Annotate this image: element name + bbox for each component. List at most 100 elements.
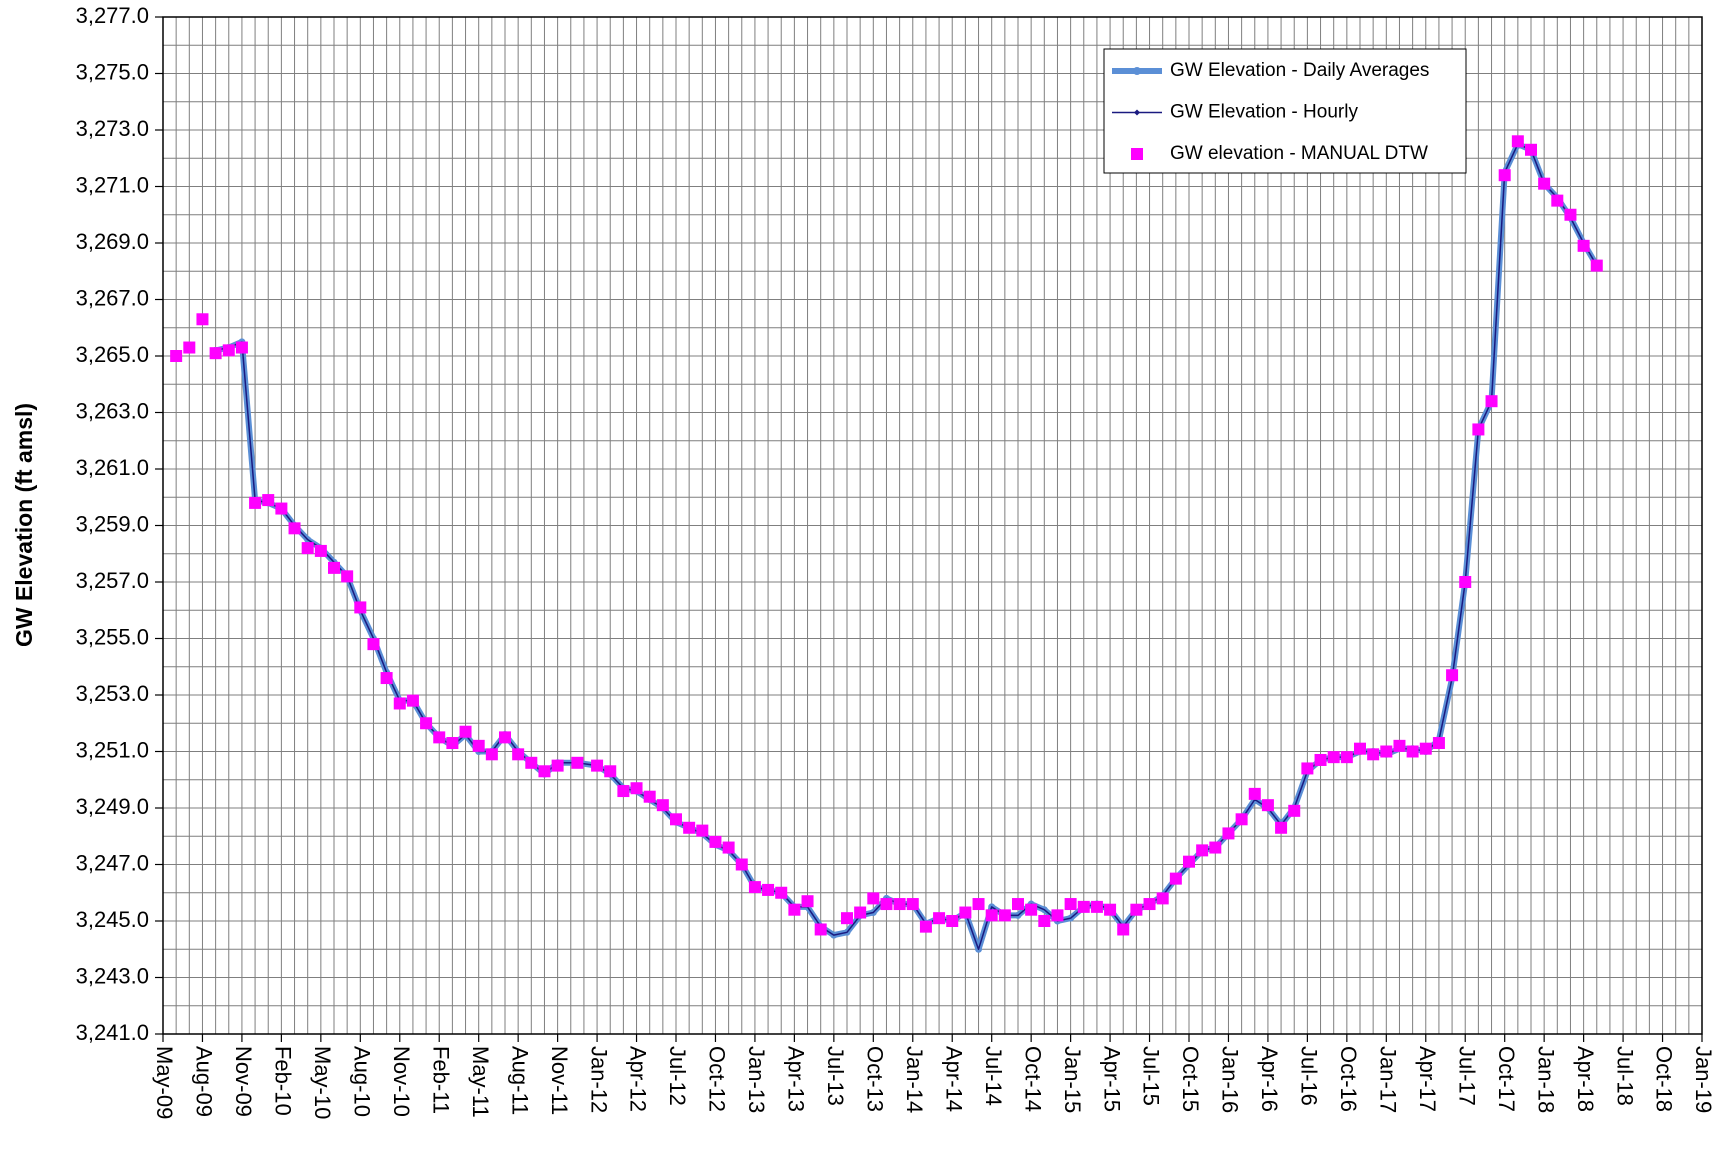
y-tick-label: 3,269.0	[76, 229, 149, 254]
y-tick-label: 3,263.0	[76, 398, 149, 423]
marker	[893, 898, 906, 911]
marker	[341, 570, 354, 583]
y-tick-label: 3,271.0	[76, 172, 149, 197]
marker	[1393, 739, 1406, 752]
x-tick-label: Apr-15	[1099, 1046, 1124, 1112]
marker	[1235, 813, 1248, 826]
marker	[1248, 787, 1261, 800]
x-tick-label: Feb-10	[271, 1046, 296, 1116]
marker	[499, 731, 511, 744]
marker	[314, 544, 327, 557]
marker	[788, 903, 801, 916]
y-tick-label: 3,247.0	[76, 850, 149, 875]
x-tick-label: Jul-15	[1139, 1046, 1164, 1106]
marker	[328, 561, 340, 574]
y-tick-label: 3,267.0	[76, 285, 149, 310]
marker	[1577, 239, 1590, 252]
marker	[656, 799, 669, 812]
marker	[1314, 753, 1327, 766]
x-tick-label: Aug-09	[192, 1046, 217, 1117]
x-tick-label: Jan-16	[1218, 1046, 1243, 1113]
x-tick-label: Jul-14	[981, 1046, 1006, 1106]
marker	[406, 694, 419, 707]
marker	[1134, 109, 1140, 116]
x-tick-label: Jan-19	[1691, 1046, 1716, 1113]
y-tick-label: 3,277.0	[76, 3, 149, 28]
marker	[1472, 423, 1485, 436]
marker	[485, 748, 498, 761]
marker	[1419, 742, 1432, 755]
marker	[801, 895, 814, 908]
y-tick-label: 3,243.0	[76, 963, 149, 988]
marker	[696, 824, 709, 837]
x-tick-label: Aug-10	[349, 1046, 374, 1117]
x-tick-label: Jul-13	[823, 1046, 848, 1106]
marker	[1446, 669, 1459, 682]
x-tick-label: Oct-14	[1020, 1046, 1045, 1112]
marker	[919, 920, 932, 933]
marker	[1156, 892, 1169, 905]
marker	[1511, 135, 1524, 148]
marker	[1143, 898, 1156, 911]
legend-item: GW Elevation - Daily Averages	[1112, 60, 1429, 81]
x-tick-label: Nov-11	[547, 1046, 572, 1115]
marker	[1327, 751, 1340, 764]
marker	[972, 898, 985, 911]
legend-item: GW Elevation - Hourly	[1112, 102, 1358, 123]
marker	[1196, 844, 1209, 857]
marker	[683, 821, 696, 834]
x-tick-label: Jul-18	[1612, 1046, 1637, 1106]
marker	[1104, 903, 1117, 916]
x-tick-label: May-09	[152, 1046, 177, 1119]
x-tick-label: Jan-14	[902, 1046, 927, 1113]
marker	[235, 341, 248, 354]
marker	[275, 502, 288, 515]
marker	[288, 522, 301, 535]
x-tick-label: Apr-18	[1573, 1046, 1598, 1112]
marker	[472, 739, 485, 752]
marker	[538, 765, 551, 778]
x-tick-label: Apr-17	[1415, 1046, 1440, 1112]
marker	[1025, 903, 1038, 916]
y-tick-label: 3,253.0	[76, 681, 149, 706]
marker	[1485, 395, 1498, 408]
legend-label: GW Elevation - Daily Averages	[1170, 60, 1429, 81]
y-tick-label: 3,245.0	[76, 907, 149, 932]
marker	[906, 898, 919, 911]
marker	[1590, 259, 1603, 272]
y-tick-label: 3,259.0	[76, 511, 149, 536]
marker	[1275, 821, 1288, 834]
legend-box	[1103, 48, 1467, 174]
x-tick-label: Oct-12	[705, 1046, 730, 1112]
x-tick-label: Apr-14	[941, 1046, 966, 1112]
marker	[617, 785, 630, 798]
x-tick-label: Oct-16	[1336, 1046, 1361, 1112]
marker	[1209, 841, 1222, 854]
marker	[1354, 742, 1366, 755]
x-tick-label: Apr-12	[626, 1046, 651, 1112]
marker	[709, 835, 722, 848]
y-axis-title: GW Elevation (ft amsl)	[11, 403, 37, 647]
marker	[1169, 872, 1182, 885]
marker	[1432, 737, 1445, 750]
marker	[183, 341, 196, 354]
marker	[1117, 923, 1130, 936]
y-tick-label: 3,257.0	[76, 568, 149, 593]
marker	[1090, 900, 1103, 913]
marker	[1538, 177, 1551, 190]
y-tick-label: 3,255.0	[76, 624, 149, 649]
marker	[433, 731, 446, 744]
x-tick-label: May-10	[310, 1046, 335, 1119]
marker	[420, 717, 433, 730]
marker	[1525, 143, 1537, 156]
marker	[393, 697, 406, 710]
marker	[814, 923, 827, 936]
legend-item: GW elevation - MANUAL DTW	[1131, 143, 1428, 164]
marker	[1261, 799, 1274, 812]
marker	[1131, 148, 1143, 160]
marker	[1498, 169, 1511, 182]
marker	[571, 756, 584, 769]
marker	[1077, 900, 1090, 913]
marker	[643, 790, 656, 803]
